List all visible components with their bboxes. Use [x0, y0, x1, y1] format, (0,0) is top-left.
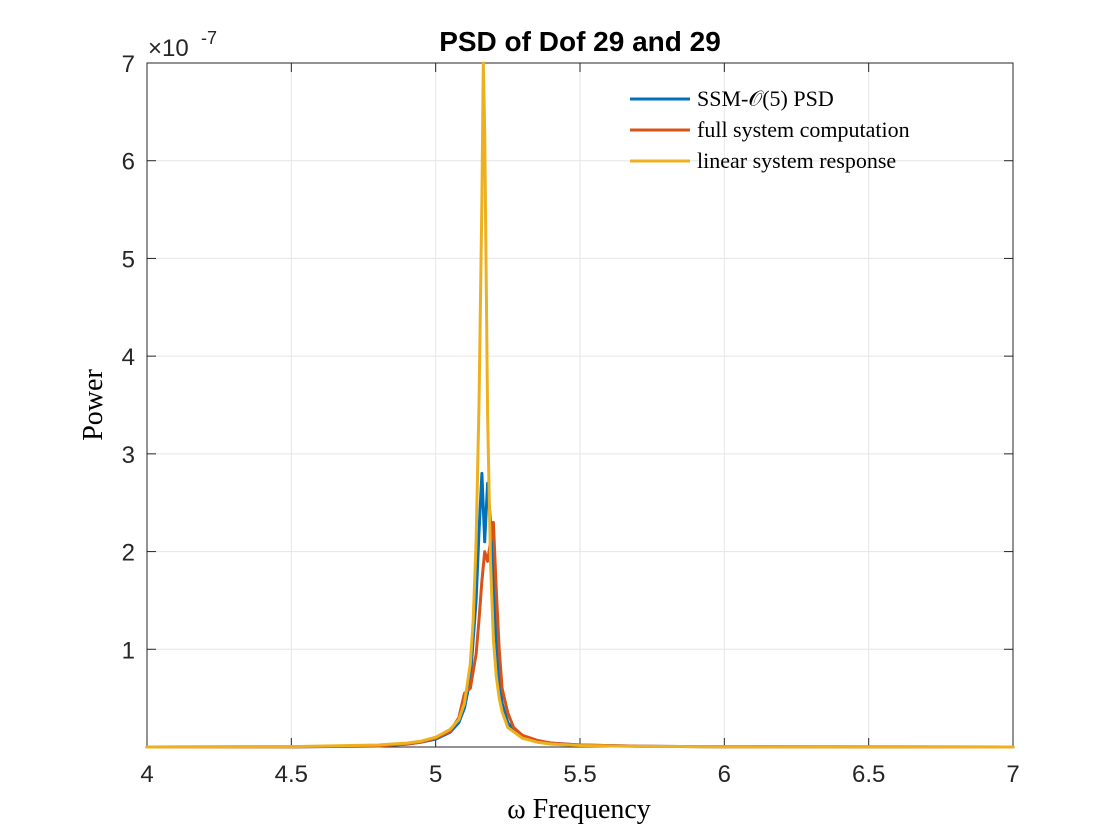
x-tick-label: 6.5 — [852, 761, 885, 788]
y-multiplier: ×10 — [148, 35, 189, 62]
series-lines — [145, 61, 1015, 749]
legend: SSM-𝒪(5) PSD full system computation lin… — [630, 86, 910, 173]
axis-ticks: 4 4.5 5 5.5 6 6.5 7 1 2 3 4 5 6 7 — [122, 51, 1020, 788]
y-tick-label: 6 — [122, 149, 135, 176]
x-tick-label: 5.5 — [563, 761, 596, 788]
grid-lines — [147, 63, 1013, 747]
x-tick-label: 6 — [718, 761, 731, 788]
y-tick-label: 1 — [122, 637, 135, 664]
y-axis-label: Power — [78, 369, 109, 441]
y-tick-label: 4 — [122, 344, 135, 371]
y-tick-label: 3 — [122, 442, 135, 469]
y-tick-label: 5 — [122, 246, 135, 273]
legend-label-ssm: SSM-𝒪(5) PSD — [697, 86, 834, 111]
x-tick-label: 4 — [140, 761, 153, 788]
y-tick-label: 2 — [122, 540, 135, 567]
y-tick-label: 7 — [122, 51, 135, 78]
y-exponent-label: ×10 -7 — [148, 28, 217, 62]
y-exponent: -7 — [201, 28, 217, 48]
x-tick-label: 5 — [429, 761, 442, 788]
chart-title: PSD of Dof 29 and 29 — [439, 26, 721, 57]
x-tick-label: 7 — [1006, 761, 1019, 788]
legend-label-full-system: full system computation — [697, 117, 910, 142]
x-tick-label: 4.5 — [275, 761, 308, 788]
x-axis-label: ω Frequency — [507, 794, 651, 825]
legend-label-linear: linear system response — [697, 148, 896, 173]
series-line-3 — [145, 61, 1015, 749]
